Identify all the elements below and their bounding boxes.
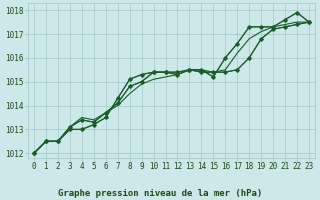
Text: Graphe pression niveau de la mer (hPa): Graphe pression niveau de la mer (hPa) [58,189,262,198]
